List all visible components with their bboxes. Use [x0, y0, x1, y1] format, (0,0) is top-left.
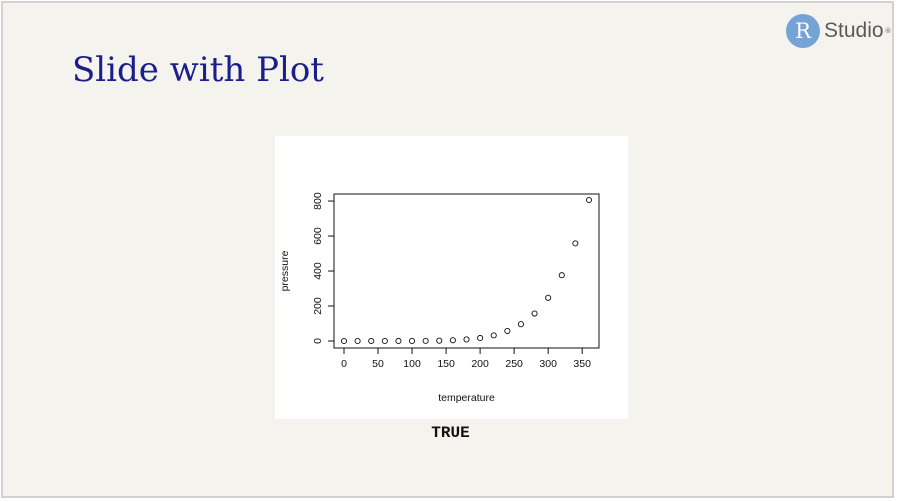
data-point: [436, 337, 443, 344]
data-point: [558, 272, 565, 279]
data-point: [504, 327, 511, 335]
y-tick-label: 800: [312, 192, 324, 210]
data-point: [477, 334, 484, 342]
data-point: [463, 336, 470, 343]
logo-text: Studio: [824, 19, 884, 42]
slide-title: Slide with Plot: [72, 50, 324, 90]
rstudio-logo: R Studio ®: [786, 13, 892, 49]
x-tick-label: 0: [341, 358, 347, 370]
data-point: [517, 321, 524, 328]
x-tick-label: 100: [403, 358, 421, 370]
data-point: [545, 294, 552, 301]
data-point: [354, 337, 361, 345]
plot-frame: [333, 193, 600, 349]
data-point: [490, 332, 497, 339]
registered-mark: ®: [884, 27, 892, 35]
x-tick-label: 50: [372, 358, 384, 370]
x-tick-label: 150: [437, 358, 455, 370]
plot-area: 0 50 100 150 200 250 300 350 0 200 400 600 800 temper…: [279, 192, 600, 404]
data-point: [572, 240, 579, 247]
scatter-plot: 0 50 100 150 200 250 300 350 0 200 400 600 800 temper…: [279, 192, 600, 404]
data-point: [368, 337, 375, 345]
x-tick-label: 350: [573, 358, 591, 370]
y-tick-label: 400: [312, 262, 324, 280]
y-tick-label: 0: [312, 338, 324, 344]
y-tick-label: 600: [312, 227, 324, 245]
data-point: [409, 337, 416, 345]
r-logo-icon: R: [786, 14, 820, 48]
y-axis-label: pressure: [279, 250, 291, 291]
x-tick-label: 250: [505, 358, 523, 370]
data-point: [585, 196, 593, 204]
plot-container: 0 50 100 150 200 250 300 350 0 200 400 600 800 temper…: [275, 136, 628, 419]
console-output: TRUE: [431, 424, 470, 442]
x-tick-label: 200: [471, 358, 489, 370]
y-tick-label: 200: [312, 297, 324, 315]
data-point: [531, 310, 538, 317]
x-axis-label: temperature: [438, 392, 495, 404]
x-tick-label: 300: [539, 358, 557, 370]
data-point: [449, 337, 456, 344]
data-point: [381, 337, 388, 345]
data-point: [395, 337, 402, 345]
data-point: [422, 337, 429, 344]
data-point: [340, 337, 348, 345]
